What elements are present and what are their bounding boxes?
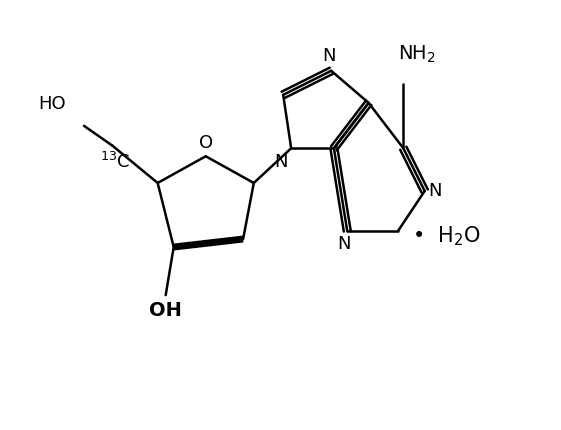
Text: •  H$_2$O: • H$_2$O bbox=[412, 224, 480, 248]
Text: N: N bbox=[322, 47, 335, 65]
Text: NH$_2$: NH$_2$ bbox=[398, 44, 436, 65]
Text: N: N bbox=[429, 182, 442, 200]
Text: $^{13}$C: $^{13}$C bbox=[100, 151, 130, 172]
Text: HO: HO bbox=[38, 95, 66, 113]
Text: N: N bbox=[274, 153, 287, 171]
Text: O: O bbox=[199, 134, 213, 152]
Text: OH: OH bbox=[149, 301, 182, 319]
Text: N: N bbox=[337, 235, 350, 253]
